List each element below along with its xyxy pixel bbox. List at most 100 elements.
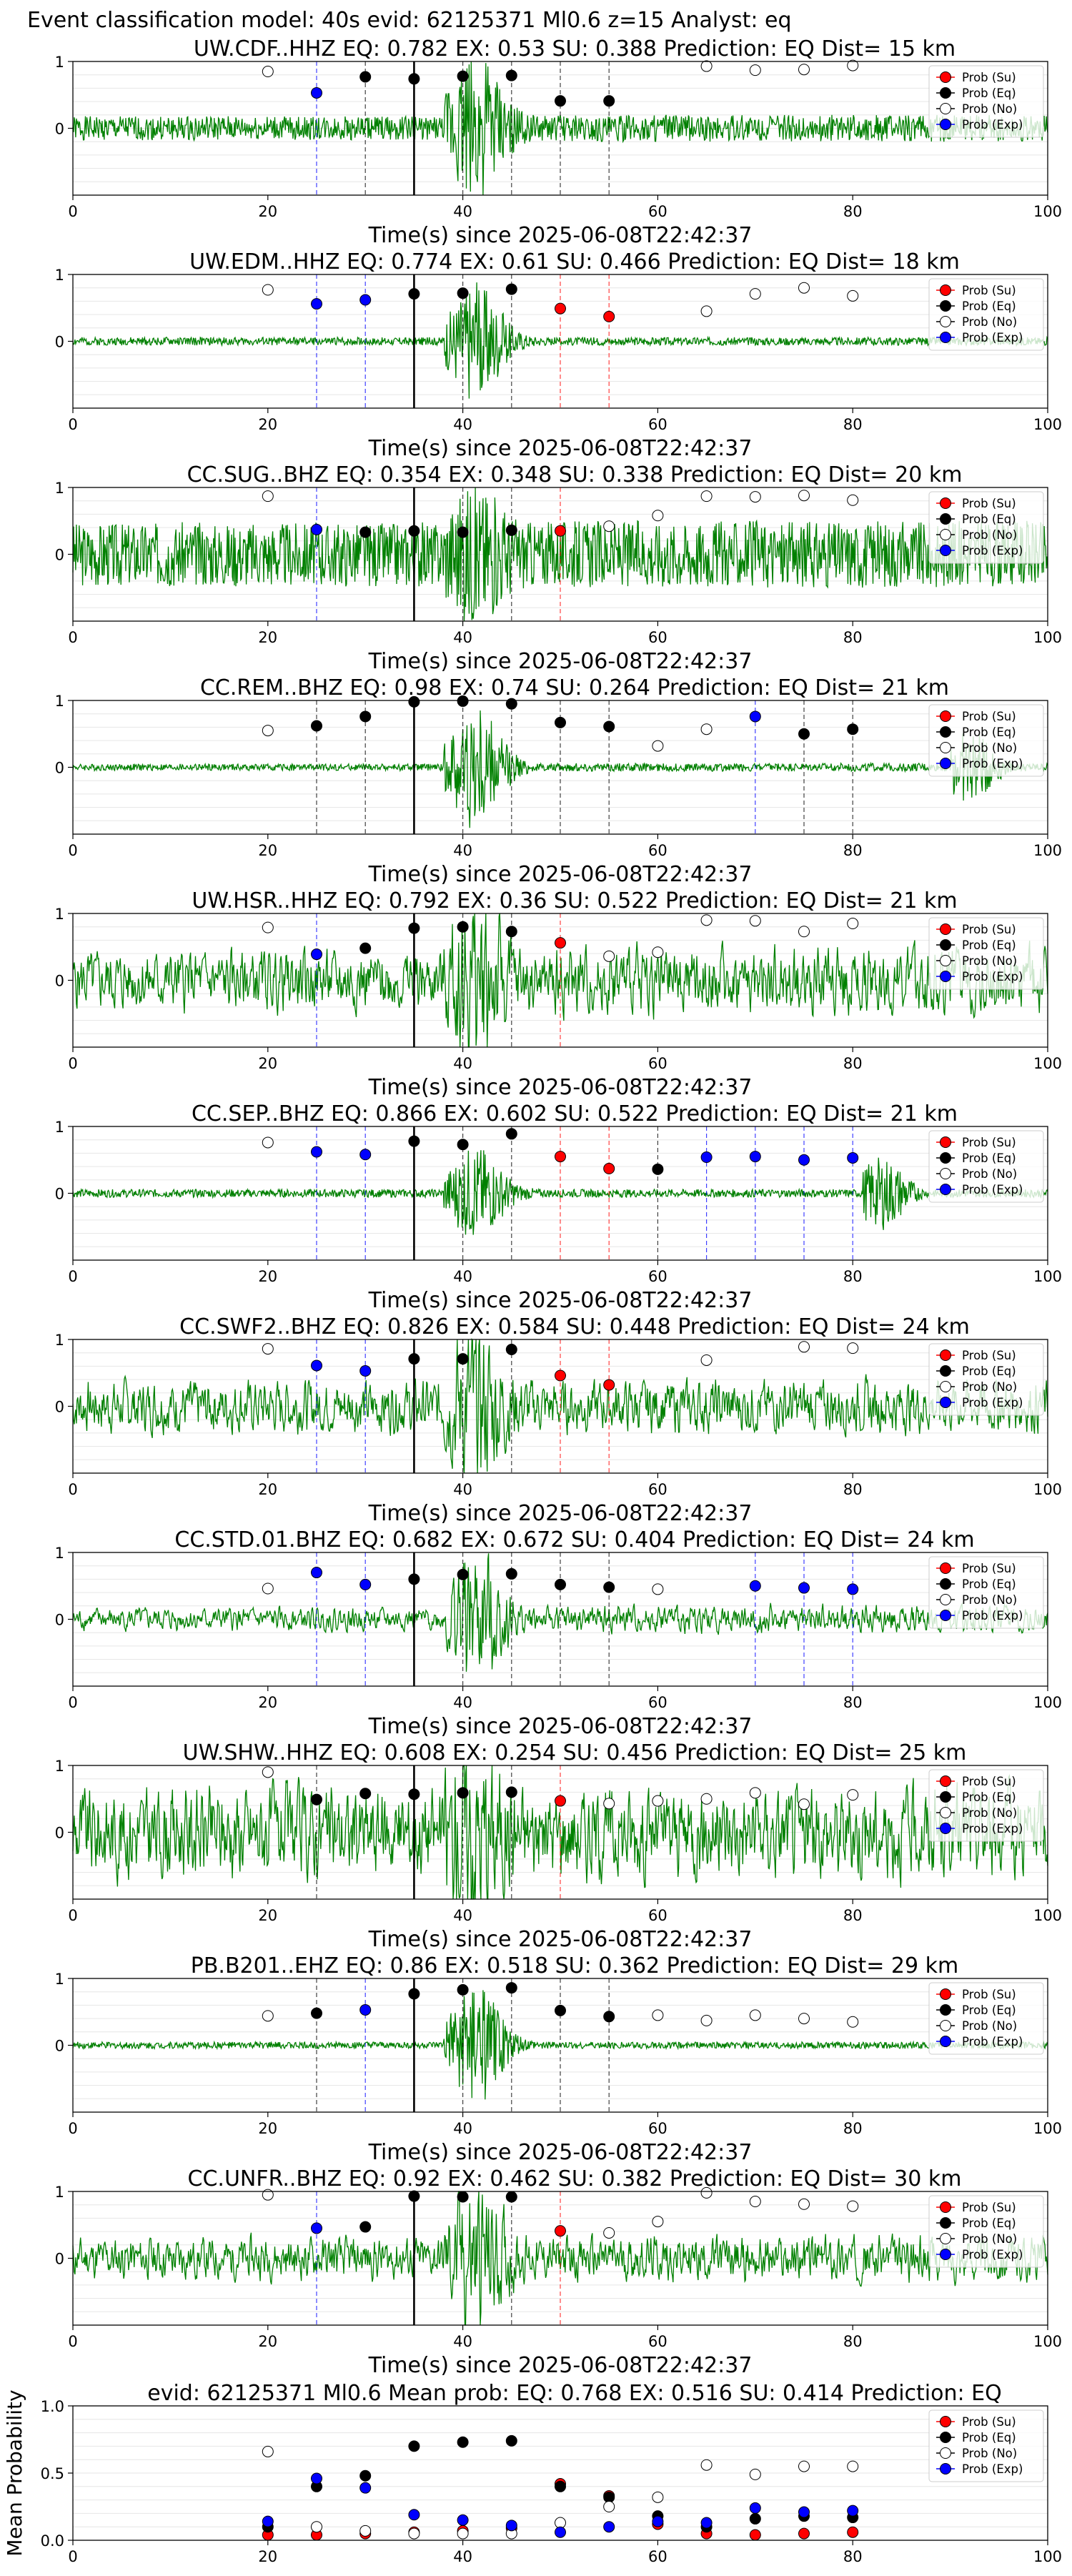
prob-marker-no — [749, 491, 761, 503]
x-tick-label: 80 — [843, 842, 863, 859]
prob-marker-exp — [749, 1151, 761, 1163]
station-panel: CC.REM..BHZ EQ: 0.98 EX: 0.74 SU: 0.264 … — [55, 675, 1062, 887]
y-tick-label: 1.0 — [41, 2398, 64, 2415]
x-axis-label: Time(s) since 2025-06-08T22:42:37 — [368, 1075, 753, 1100]
x-tick-label: 80 — [843, 416, 863, 433]
prob-marker-eq — [359, 710, 372, 723]
legend: Prob (Su) Prob (Eq) Prob (No) Prob (Exp) — [928, 704, 1044, 777]
prob-marker-no — [798, 1798, 810, 1810]
prob-marker-exp — [359, 1578, 372, 1590]
prob-marker-no — [847, 1789, 859, 1801]
legend-marker-eq — [940, 1152, 951, 1164]
x-tick-label: 100 — [1033, 2120, 1062, 2137]
prob-marker-no — [652, 1795, 664, 1807]
legend-label-eq: Prob (Eq) — [962, 1790, 1016, 1804]
x-tick-label: 0 — [68, 1268, 77, 1285]
prob-marker-no — [749, 64, 761, 76]
legend: Prob (Su) Prob (Eq) Prob (No) Prob (Exp) — [928, 65, 1044, 138]
x-tick-label: 80 — [843, 2333, 863, 2350]
panel-title: UW.EDM..HHZ EQ: 0.774 EX: 0.61 SU: 0.466… — [189, 249, 960, 274]
y-tick-label: 1 — [55, 693, 64, 710]
prob-marker-exp — [311, 2222, 322, 2234]
x-tick-label: 80 — [843, 1481, 863, 1498]
panel-title: PB.B201..EHZ EQ: 0.86 EX: 0.518 SU: 0.36… — [191, 1953, 959, 1978]
x-tick-label: 80 — [843, 1268, 863, 1285]
station-panel: UW.SHW..HHZ EQ: 0.608 EX: 0.254 SU: 0.45… — [55, 1740, 1062, 1952]
prob-marker-no — [847, 289, 859, 302]
y-tick-label: 1 — [55, 906, 64, 923]
legend-marker-no — [940, 1168, 951, 1179]
prob-marker-eq — [505, 524, 517, 536]
legend-label-no: Prob (No) — [962, 102, 1017, 116]
prob-marker-eq — [457, 921, 469, 933]
prob-marker-eq — [359, 526, 372, 538]
prob-marker-no — [262, 66, 274, 78]
y-tick-label: 1 — [55, 1758, 64, 1775]
x-tick-label: 0 — [68, 842, 77, 859]
x-tick-label: 0 — [68, 1055, 77, 1072]
x-tick-label: 60 — [648, 203, 667, 220]
x-tick-label: 100 — [1033, 1268, 1062, 1285]
mean-prob-marker-exp — [457, 2514, 469, 2526]
prob-marker-eq — [359, 942, 372, 954]
prob-marker-eq — [311, 2007, 322, 2019]
mean-prob-marker-su — [847, 2526, 859, 2538]
x-tick-label: 20 — [258, 1481, 277, 1498]
y-tick-label: 1 — [55, 1332, 64, 1349]
prob-marker-exp — [359, 1149, 372, 1161]
legend-marker-su — [940, 284, 951, 296]
y-tick-label: 0 — [55, 121, 64, 138]
prob-marker-no — [749, 1787, 761, 1799]
legend-marker-su — [940, 497, 951, 509]
x-axis-label: Time(s) since 2025-06-08T22:42:37 — [368, 1501, 753, 1526]
prob-marker-no — [262, 490, 274, 502]
prob-marker-no — [700, 2014, 713, 2026]
x-tick-label: 0 — [68, 416, 77, 433]
prob-marker-eq — [457, 70, 469, 82]
x-tick-label: 60 — [648, 629, 667, 646]
legend: Prob (Su) Prob (Eq) Prob (No) Prob (Exp) — [928, 1130, 1044, 1203]
mean-prob-marker-exp — [311, 2472, 322, 2485]
x-tick-label: 80 — [843, 1907, 863, 1924]
panel-title: CC.SEP..BHZ EQ: 0.866 EX: 0.602 SU: 0.52… — [192, 1101, 958, 1126]
prob-marker-eq — [408, 288, 420, 300]
prob-marker-eq — [457, 1139, 469, 1151]
x-tick-label: 20 — [258, 842, 277, 859]
legend-marker-eq — [940, 939, 951, 951]
prob-marker-no — [749, 288, 761, 300]
mean-prob-marker-eq — [408, 2440, 420, 2452]
legend-label-su: Prob (Su) — [962, 1349, 1016, 1362]
legend-label-no: Prob (No) — [962, 1806, 1017, 1820]
x-tick-label: 80 — [843, 2120, 863, 2137]
mean-prob-marker-no — [798, 2460, 810, 2472]
x-tick-label: 100 — [1033, 2548, 1062, 2565]
y-tick-label: 0 — [55, 1825, 64, 1842]
legend-label-no: Prob (No) — [962, 1380, 1017, 1394]
prob-marker-no — [700, 305, 713, 317]
x-tick-label: 100 — [1033, 416, 1062, 433]
mean-prob-marker-exp — [262, 2515, 274, 2527]
legend-frame — [928, 1769, 1044, 1842]
prob-marker-eq — [505, 926, 517, 938]
prob-marker-eq — [457, 1983, 469, 1996]
legend-marker-exp — [940, 545, 951, 556]
legend-label-su: Prob (Su) — [962, 2201, 1016, 2214]
legend-label-no: Prob (No) — [962, 954, 1017, 968]
legend-label-eq: Prob (Eq) — [962, 1364, 1016, 1378]
x-tick-label: 20 — [258, 629, 277, 646]
x-tick-label: 20 — [258, 2548, 277, 2565]
mean-prob-marker-exp — [700, 2517, 713, 2529]
prob-marker-no — [700, 2186, 713, 2199]
legend-marker-su — [940, 71, 951, 83]
legend: Prob (Su) Prob (Eq) Prob (No) Prob (Exp) — [928, 1982, 1044, 2055]
x-tick-label: 40 — [453, 2333, 472, 2350]
legend-label-no: Prob (No) — [962, 2019, 1017, 2033]
legend-marker-exp — [940, 2463, 951, 2475]
legend-label-su: Prob (Su) — [962, 1988, 1016, 2001]
panel-title: UW.SHW..HHZ EQ: 0.608 EX: 0.254 SU: 0.45… — [183, 1740, 967, 1765]
x-tick-label: 20 — [258, 1268, 277, 1285]
x-tick-label: 60 — [648, 842, 667, 859]
prob-marker-su — [555, 1151, 566, 1163]
prob-marker-no — [798, 1341, 810, 1353]
station-panel: CC.STD.01.BHZ EQ: 0.682 EX: 0.672 SU: 0.… — [55, 1527, 1062, 1739]
